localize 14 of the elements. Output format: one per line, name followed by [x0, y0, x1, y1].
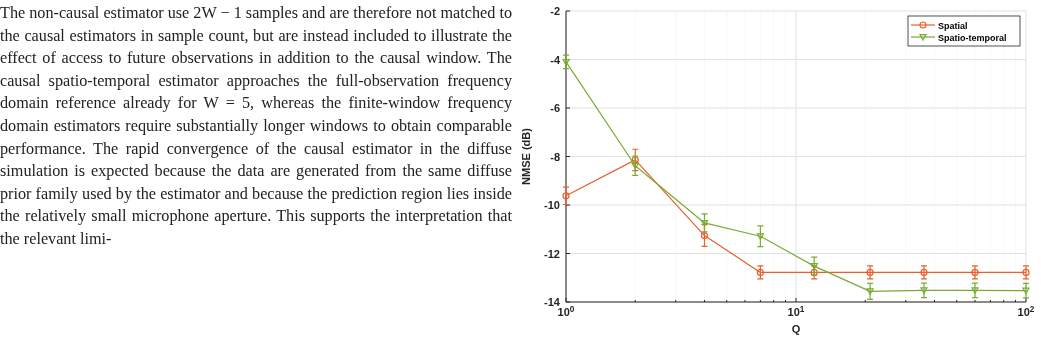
y-tick-label: -6: [550, 102, 560, 114]
y-tick-label: -8: [550, 150, 560, 163]
y-tick-label: -12: [544, 247, 560, 260]
legend-label: Spatio-temporal: [938, 32, 1007, 43]
y-tick-label: -4: [550, 53, 561, 66]
y-tick-label: -2: [550, 5, 560, 17]
y-tick-label: -10: [544, 199, 560, 211]
x-tick-label: 10$^{2}$: [1017, 304, 1035, 318]
x-axis-title: Q: [791, 323, 801, 335]
y-axis-title: NMSE (dB): [520, 127, 532, 185]
text: The non-causal estimator use 2W − 1 samples and are therefore not matched to the causal estimators in sample count, but are instead included to illustrate the effect of access to future observations in addition to the causal window. The causal spatio-temporal estimator approaches the full-observation frequency domain reference already for W = 5, whereas the finite-window frequency domain estimators require substantially longer windows to obtain comparable performance. The rapid convergence of the causal estimator in the diffuse simulation is expected because the data are generated from the same diffuse prior family used by the estimator and because the prediction region lies inside the relatively small microphone aperture. This supports the interpretation that the relevant limi-: [0, 4, 512, 248]
legend-label: Spatial: [938, 20, 968, 31]
x-tick-label: 10$^{1}$: [787, 304, 805, 318]
y-tick-label: -14: [544, 296, 561, 308]
